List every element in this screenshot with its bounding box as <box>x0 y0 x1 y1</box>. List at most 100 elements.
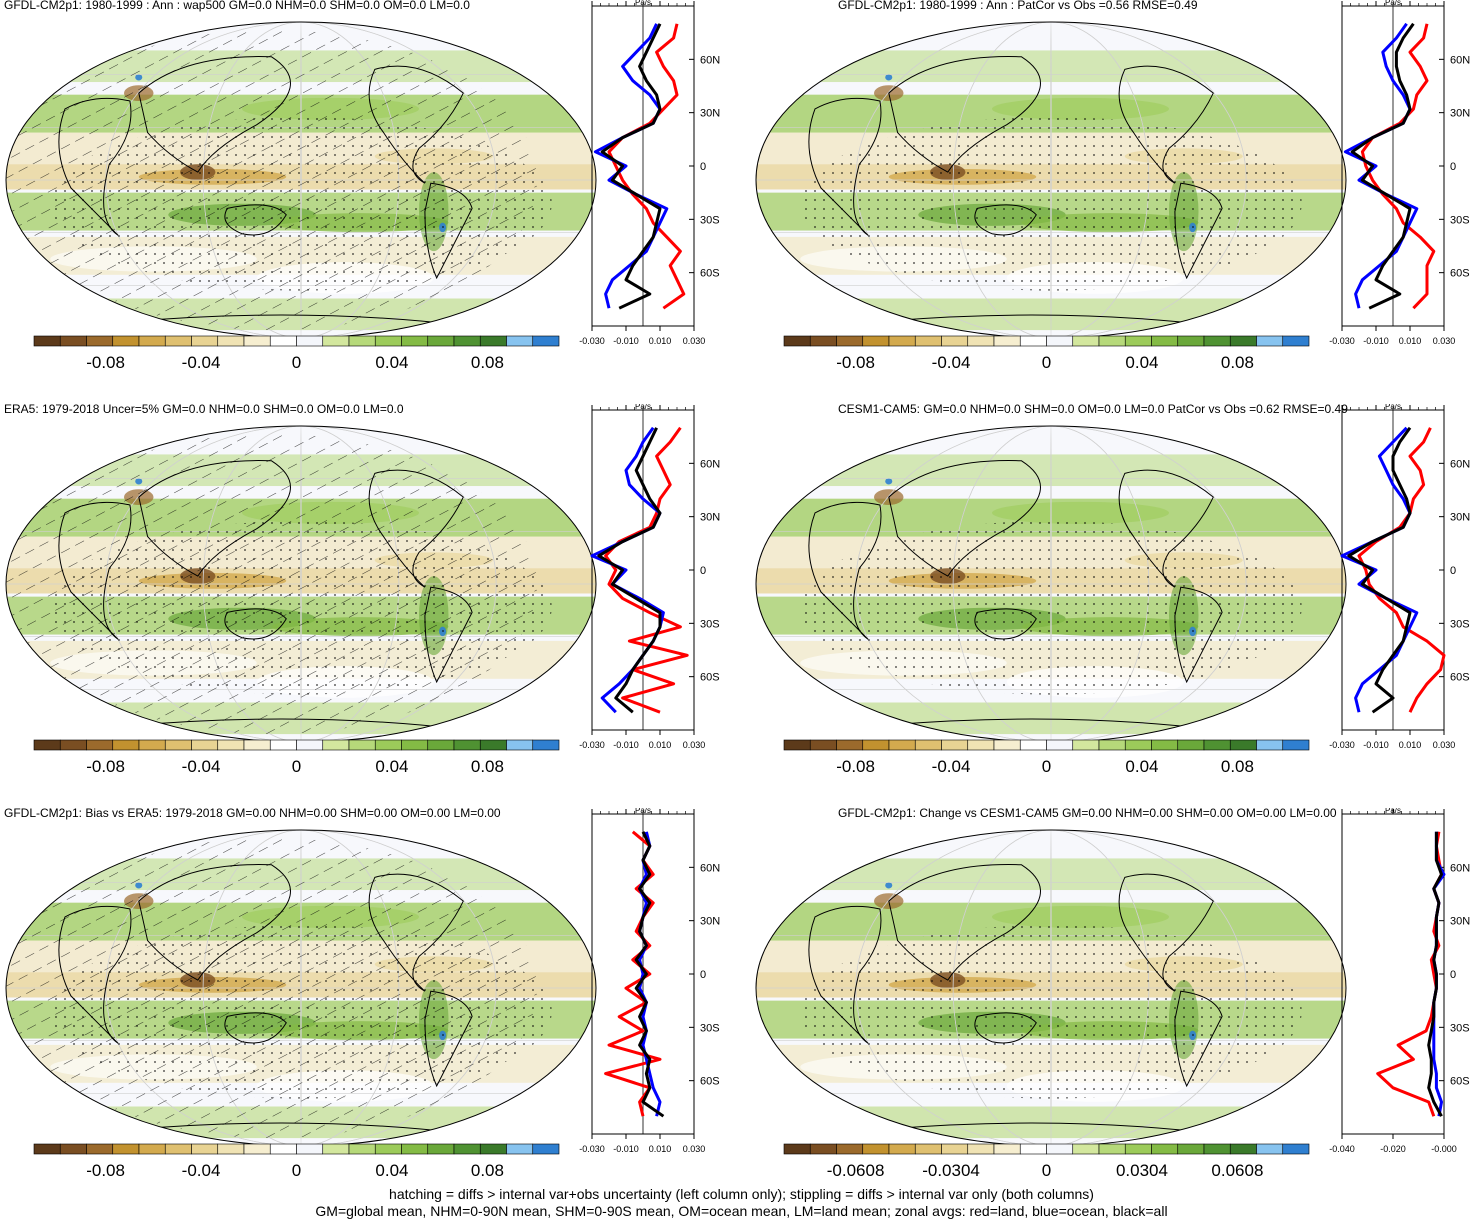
colorbar-box <box>33 739 61 751</box>
stippling-overlay <box>800 520 1302 695</box>
colorbar-box <box>1046 1143 1074 1155</box>
colorbar-tick-label: 0.08 <box>471 353 504 372</box>
field-feature <box>885 882 893 889</box>
stippling-overlay <box>800 116 1302 291</box>
panel-title: GFDL-CM2p1: Change vs CESM1-CAM5 GM=0.00… <box>838 806 1337 820</box>
zonal-xtick-label: -0.030 <box>579 336 605 346</box>
colorbar-box <box>506 335 534 347</box>
zonal-xtick-label: -0.010 <box>1363 740 1389 750</box>
colorbar-box <box>1072 1143 1100 1155</box>
colorbar-box <box>217 1143 245 1155</box>
colorbar-tick-label: 0.08 <box>1221 757 1254 776</box>
colorbar-tick-label: 0 <box>1042 757 1051 776</box>
colorbar-box <box>1177 335 1205 347</box>
colorbar-box <box>59 739 87 751</box>
colorbar-box <box>1072 739 1100 751</box>
colorbar-tick-label: 0.04 <box>1125 757 1158 776</box>
zonal-ytick-label: 30N <box>700 108 720 120</box>
colorbar-box <box>1203 739 1231 751</box>
zonal-ytick-label: 60N <box>1450 54 1470 66</box>
footer-note-means: GM=global mean, NHM=0-90N mean, SHM=0-90… <box>315 1203 1168 1219</box>
colorbar-box <box>914 335 942 347</box>
zonal-ytick-label: 30N <box>1450 108 1470 120</box>
colorbar-box <box>836 739 864 751</box>
colorbar-box <box>1046 739 1074 751</box>
colorbar-box <box>269 335 297 347</box>
zonal-ytick-label: 0 <box>700 161 706 173</box>
colorbar-tick-label: 0.04 <box>375 1161 408 1180</box>
colorbar-box <box>112 739 140 751</box>
panel-title: GFDL-CM2p1: Bias vs ERA5: 1979-2018 GM=0… <box>4 806 501 820</box>
colorbar-tick-label: -0.08 <box>86 353 125 372</box>
colorbar-box <box>967 1143 995 1155</box>
colorbar-box <box>941 335 969 347</box>
colorbar-box <box>112 1143 140 1155</box>
field-band <box>756 298 1346 331</box>
colorbar-box <box>401 335 429 347</box>
field-band <box>756 702 1346 735</box>
chart-panel: GFDL-CM2p1: Bias vs ERA5: 1979-2018 GM=0… <box>0 806 740 1188</box>
zonal-ytick-label: 60S <box>1450 1076 1470 1088</box>
zonal-xtick-label: -0.010 <box>613 1144 639 1154</box>
zonal-ytick-label: 60S <box>1450 672 1470 684</box>
colorbar-box <box>322 739 350 751</box>
colorbar-box <box>1151 1143 1179 1155</box>
colorbar-box <box>217 739 245 751</box>
colorbar-box <box>86 739 114 751</box>
chart-panel: GFDL-CM2p1: 1980-1999 : Ann : PatCor vs … <box>750 0 1483 380</box>
zonal-ytick-label: 60N <box>700 458 720 470</box>
zonal-xtick-label: -0.020 <box>1380 1144 1406 1154</box>
colorbar-tick-label: -0.0608 <box>827 1161 885 1180</box>
colorbar-tick-label: 0.04 <box>375 757 408 776</box>
zonal-ytick-label: 60S <box>700 672 720 684</box>
colorbar-box <box>1229 739 1257 751</box>
colorbar-box <box>138 739 166 751</box>
zonal-series-line <box>1350 22 1415 310</box>
zonal-xtick-label: -0.010 <box>613 740 639 750</box>
colorbar-box <box>401 739 429 751</box>
colorbar-box <box>243 739 271 751</box>
chart-panel: ERA5: 1979-2018 Uncer=5% GM=0.0 NHM=0.0 … <box>0 402 740 784</box>
colorbar-box <box>1098 1143 1126 1155</box>
zonal-xtick-label: 0.010 <box>649 336 672 346</box>
colorbar-box <box>453 1143 481 1155</box>
zonal-ytick-label: 60S <box>700 268 720 280</box>
field-feature <box>885 478 893 485</box>
colorbar-box <box>993 1143 1021 1155</box>
colorbar-box <box>59 1143 87 1155</box>
colorbar-box <box>993 739 1021 751</box>
colorbar-box <box>1256 335 1284 347</box>
colorbar-tick-label: -0.04 <box>932 353 971 372</box>
colorbar-box <box>967 739 995 751</box>
colorbar-box <box>862 1143 890 1155</box>
zonal-series-line <box>634 831 665 1118</box>
colorbar-box <box>532 739 560 751</box>
colorbar-box <box>836 1143 864 1155</box>
colorbar-box <box>862 739 890 751</box>
zonal-xtick-label: -0.030 <box>579 1144 605 1154</box>
zonal-xtick-label: -0.030 <box>1329 740 1355 750</box>
zonal-ytick-label: 0 <box>1450 565 1456 577</box>
field-band <box>756 50 1346 83</box>
colorbar-box <box>191 335 219 347</box>
zonal-series-line <box>600 23 662 310</box>
zonal-series-line <box>607 23 686 310</box>
colorbar-box <box>479 335 507 347</box>
zonal-ytick-label: 0 <box>700 969 706 981</box>
colorbar-box <box>783 335 811 347</box>
zonal-ytick-label: 30N <box>1450 512 1470 524</box>
colorbar-box <box>1282 335 1310 347</box>
colorbar-box <box>862 335 890 347</box>
zonal-xtick-label: -0.010 <box>613 336 639 346</box>
colorbar-box <box>164 739 192 751</box>
field-band <box>756 858 1346 891</box>
colorbar-box <box>1256 739 1284 751</box>
colorbar-tick-label: -0.04 <box>182 1161 221 1180</box>
colorbar-box <box>967 335 995 347</box>
colorbar-box <box>296 739 324 751</box>
colorbar-box <box>138 1143 166 1155</box>
colorbar-box <box>783 739 811 751</box>
colorbar-box <box>453 335 481 347</box>
zonal-ytick-label: 30N <box>1450 916 1470 928</box>
